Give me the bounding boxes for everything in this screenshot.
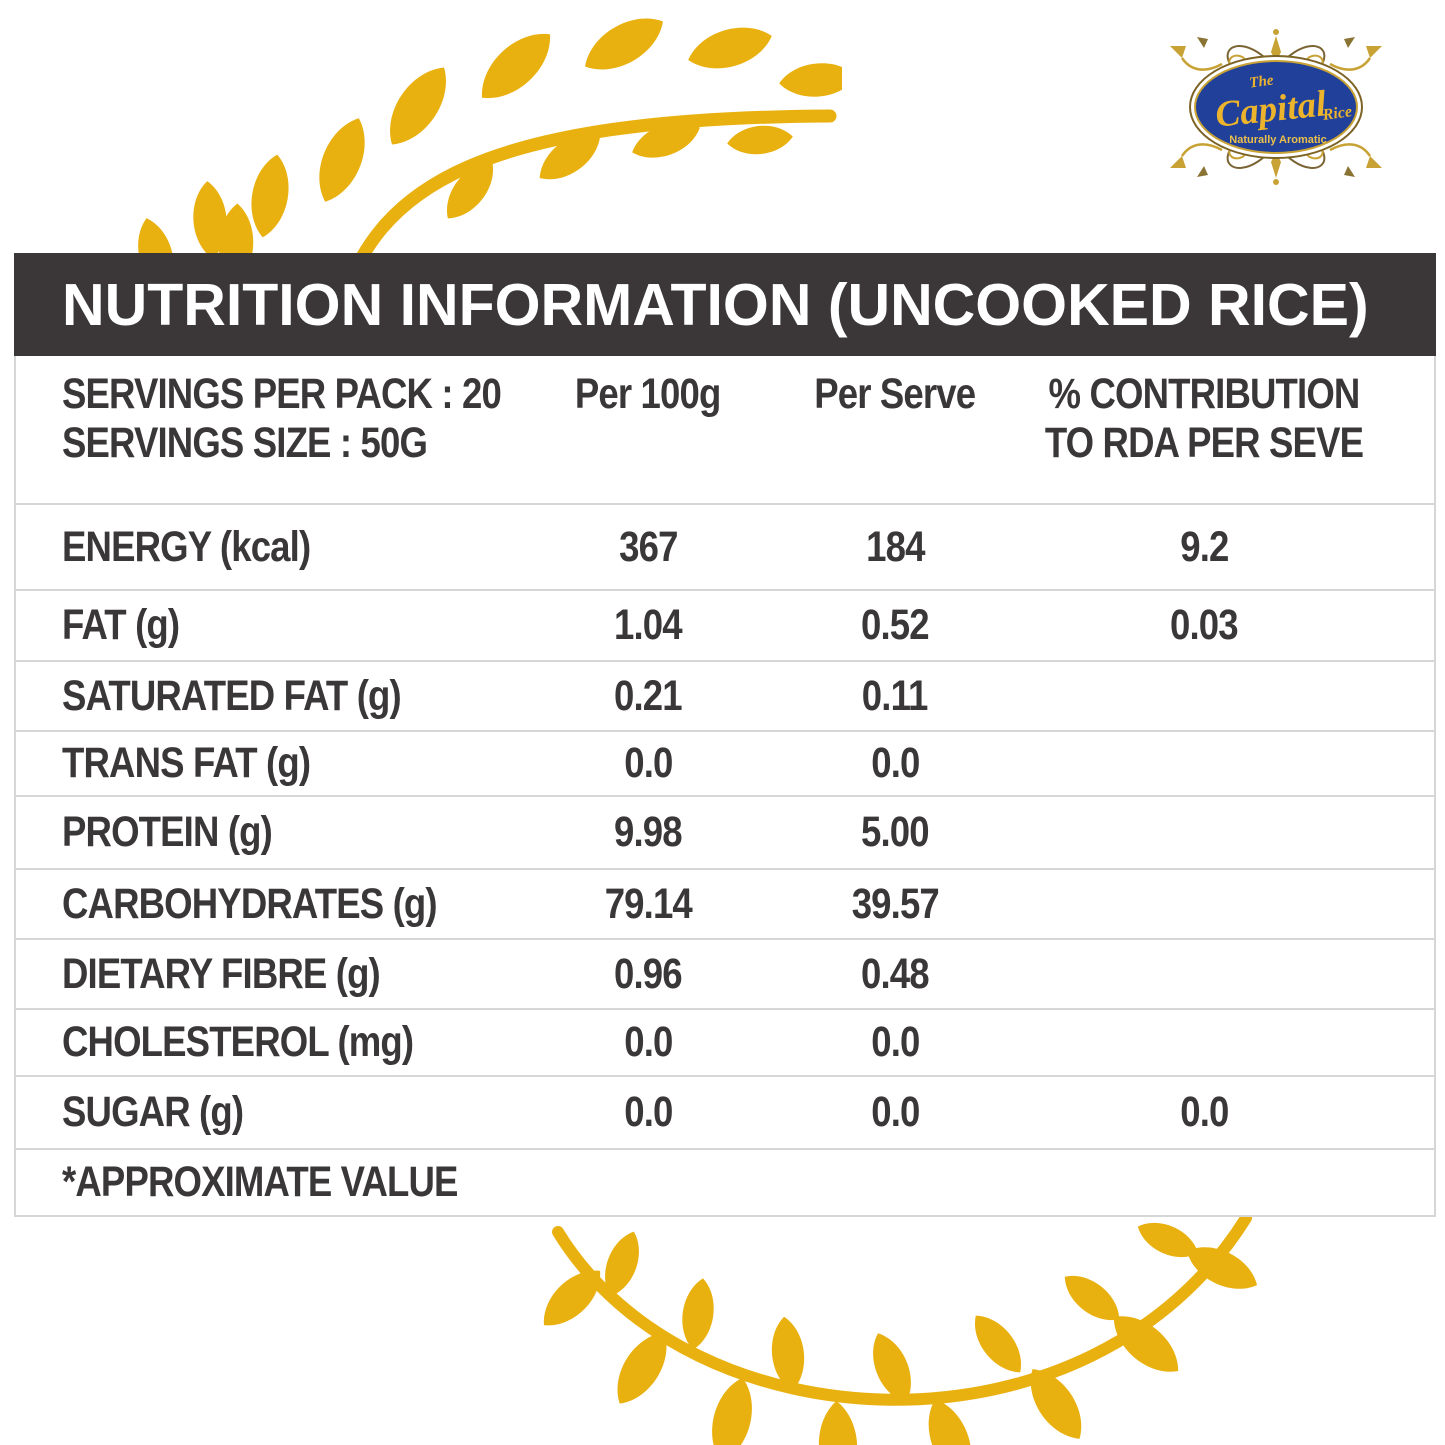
col-header-rda: % CONTRIBUTION TO RDA PER SEVE xyxy=(1044,370,1364,467)
nutrient-label: PROTEIN (g) xyxy=(62,808,273,856)
value-rda: 9.2 xyxy=(1179,522,1229,571)
value-per-100g: 1.04 xyxy=(614,601,683,649)
col-header-per-serve: Per Serve xyxy=(814,370,976,418)
table-row: CARBOHYDRATES (g) 79.14 39.57 xyxy=(16,868,1434,938)
value-per-serve: 0.0 xyxy=(870,1088,920,1136)
value-per-serve: 0.11 xyxy=(862,671,929,720)
brand-logo: The Capital Rice Naturally Aromatic xyxy=(1168,27,1384,187)
value-rda: 0.0 xyxy=(1179,1088,1229,1136)
table-row: PROTEIN (g) 9.98 5.00 xyxy=(16,795,1434,868)
value-per-100g: 0.96 xyxy=(614,949,683,998)
servings-size: SERVINGS SIZE : 50G xyxy=(62,419,428,467)
table-row: TRANS FAT (g) 0.0 0.0 xyxy=(16,730,1434,795)
value-per-serve: 0.0 xyxy=(870,739,920,787)
nutrient-label: SATURATED FAT (g) xyxy=(62,671,402,720)
nutrient-label: CARBOHYDRATES (g) xyxy=(62,879,438,928)
table-row: DIETARY FIBRE (g) 0.96 0.48 xyxy=(16,938,1434,1008)
page-title: NUTRITION INFORMATION (UNCOOKED RICE) xyxy=(62,271,1369,338)
table-header-row: SERVINGS PER PACK : 20 SERVINGS SIZE : 5… xyxy=(16,356,1434,503)
servings-info: SERVINGS PER PACK : 20 SERVINGS SIZE : 5… xyxy=(16,370,506,503)
value-per-100g: 0.0 xyxy=(623,739,673,787)
value-per-100g: 0.21 xyxy=(614,671,683,720)
value-per-serve: 0.0 xyxy=(870,1018,920,1066)
value-per-serve: 5.00 xyxy=(861,808,930,856)
table-row: ENERGY (kcal) 367 184 9.2 xyxy=(16,503,1434,589)
footnote-row: *APPROXIMATE VALUE xyxy=(16,1148,1434,1215)
value-per-100g: 79.14 xyxy=(604,879,692,928)
nutrient-label: SUGAR (g) xyxy=(62,1088,244,1136)
value-rda: 0.03 xyxy=(1170,601,1239,649)
nutrient-label: DIETARY FIBRE (g) xyxy=(62,949,381,998)
wheat-branch-top-icon xyxy=(130,8,842,280)
table-row: CHOLESTEROL (mg) 0.0 0.0 xyxy=(16,1008,1434,1075)
nutrient-label: ENERGY (kcal) xyxy=(62,522,311,571)
value-per-serve: 184 xyxy=(865,522,925,571)
servings-per-pack: SERVINGS PER PACK : 20 xyxy=(62,370,502,418)
title-bar: NUTRITION INFORMATION (UNCOOKED RICE) xyxy=(14,253,1436,356)
logo-the: The xyxy=(1248,72,1274,91)
table-row: SUGAR (g) 0.0 0.0 0.0 xyxy=(16,1075,1434,1148)
logo-tagline: Naturally Aromatic xyxy=(1229,134,1326,146)
col-header-per-100g: Per 100g xyxy=(575,370,721,418)
nutrient-label: CHOLESTEROL (mg) xyxy=(62,1018,414,1066)
logo-suffix: Rice xyxy=(1321,103,1353,124)
value-per-100g: 0.0 xyxy=(623,1018,673,1066)
value-per-100g: 9.98 xyxy=(614,808,683,856)
value-per-serve: 0.52 xyxy=(861,601,930,649)
footnote: *APPROXIMATE VALUE xyxy=(62,1158,458,1206)
value-per-100g: 367 xyxy=(618,522,678,571)
nutrient-label: TRANS FAT (g) xyxy=(62,739,311,787)
wheat-wreath-bottom-icon xyxy=(532,1212,1265,1445)
nutrient-label: FAT (g) xyxy=(62,601,180,649)
table-row: FAT (g) 1.04 0.52 0.03 xyxy=(16,589,1434,660)
table-row: SATURATED FAT (g) 0.21 0.11 xyxy=(16,660,1434,730)
value-per-serve: 0.48 xyxy=(861,949,930,998)
value-per-100g: 0.0 xyxy=(623,1088,673,1136)
value-per-serve: 39.57 xyxy=(851,879,939,928)
nutrition-table: SERVINGS PER PACK : 20 SERVINGS SIZE : 5… xyxy=(14,356,1436,1217)
